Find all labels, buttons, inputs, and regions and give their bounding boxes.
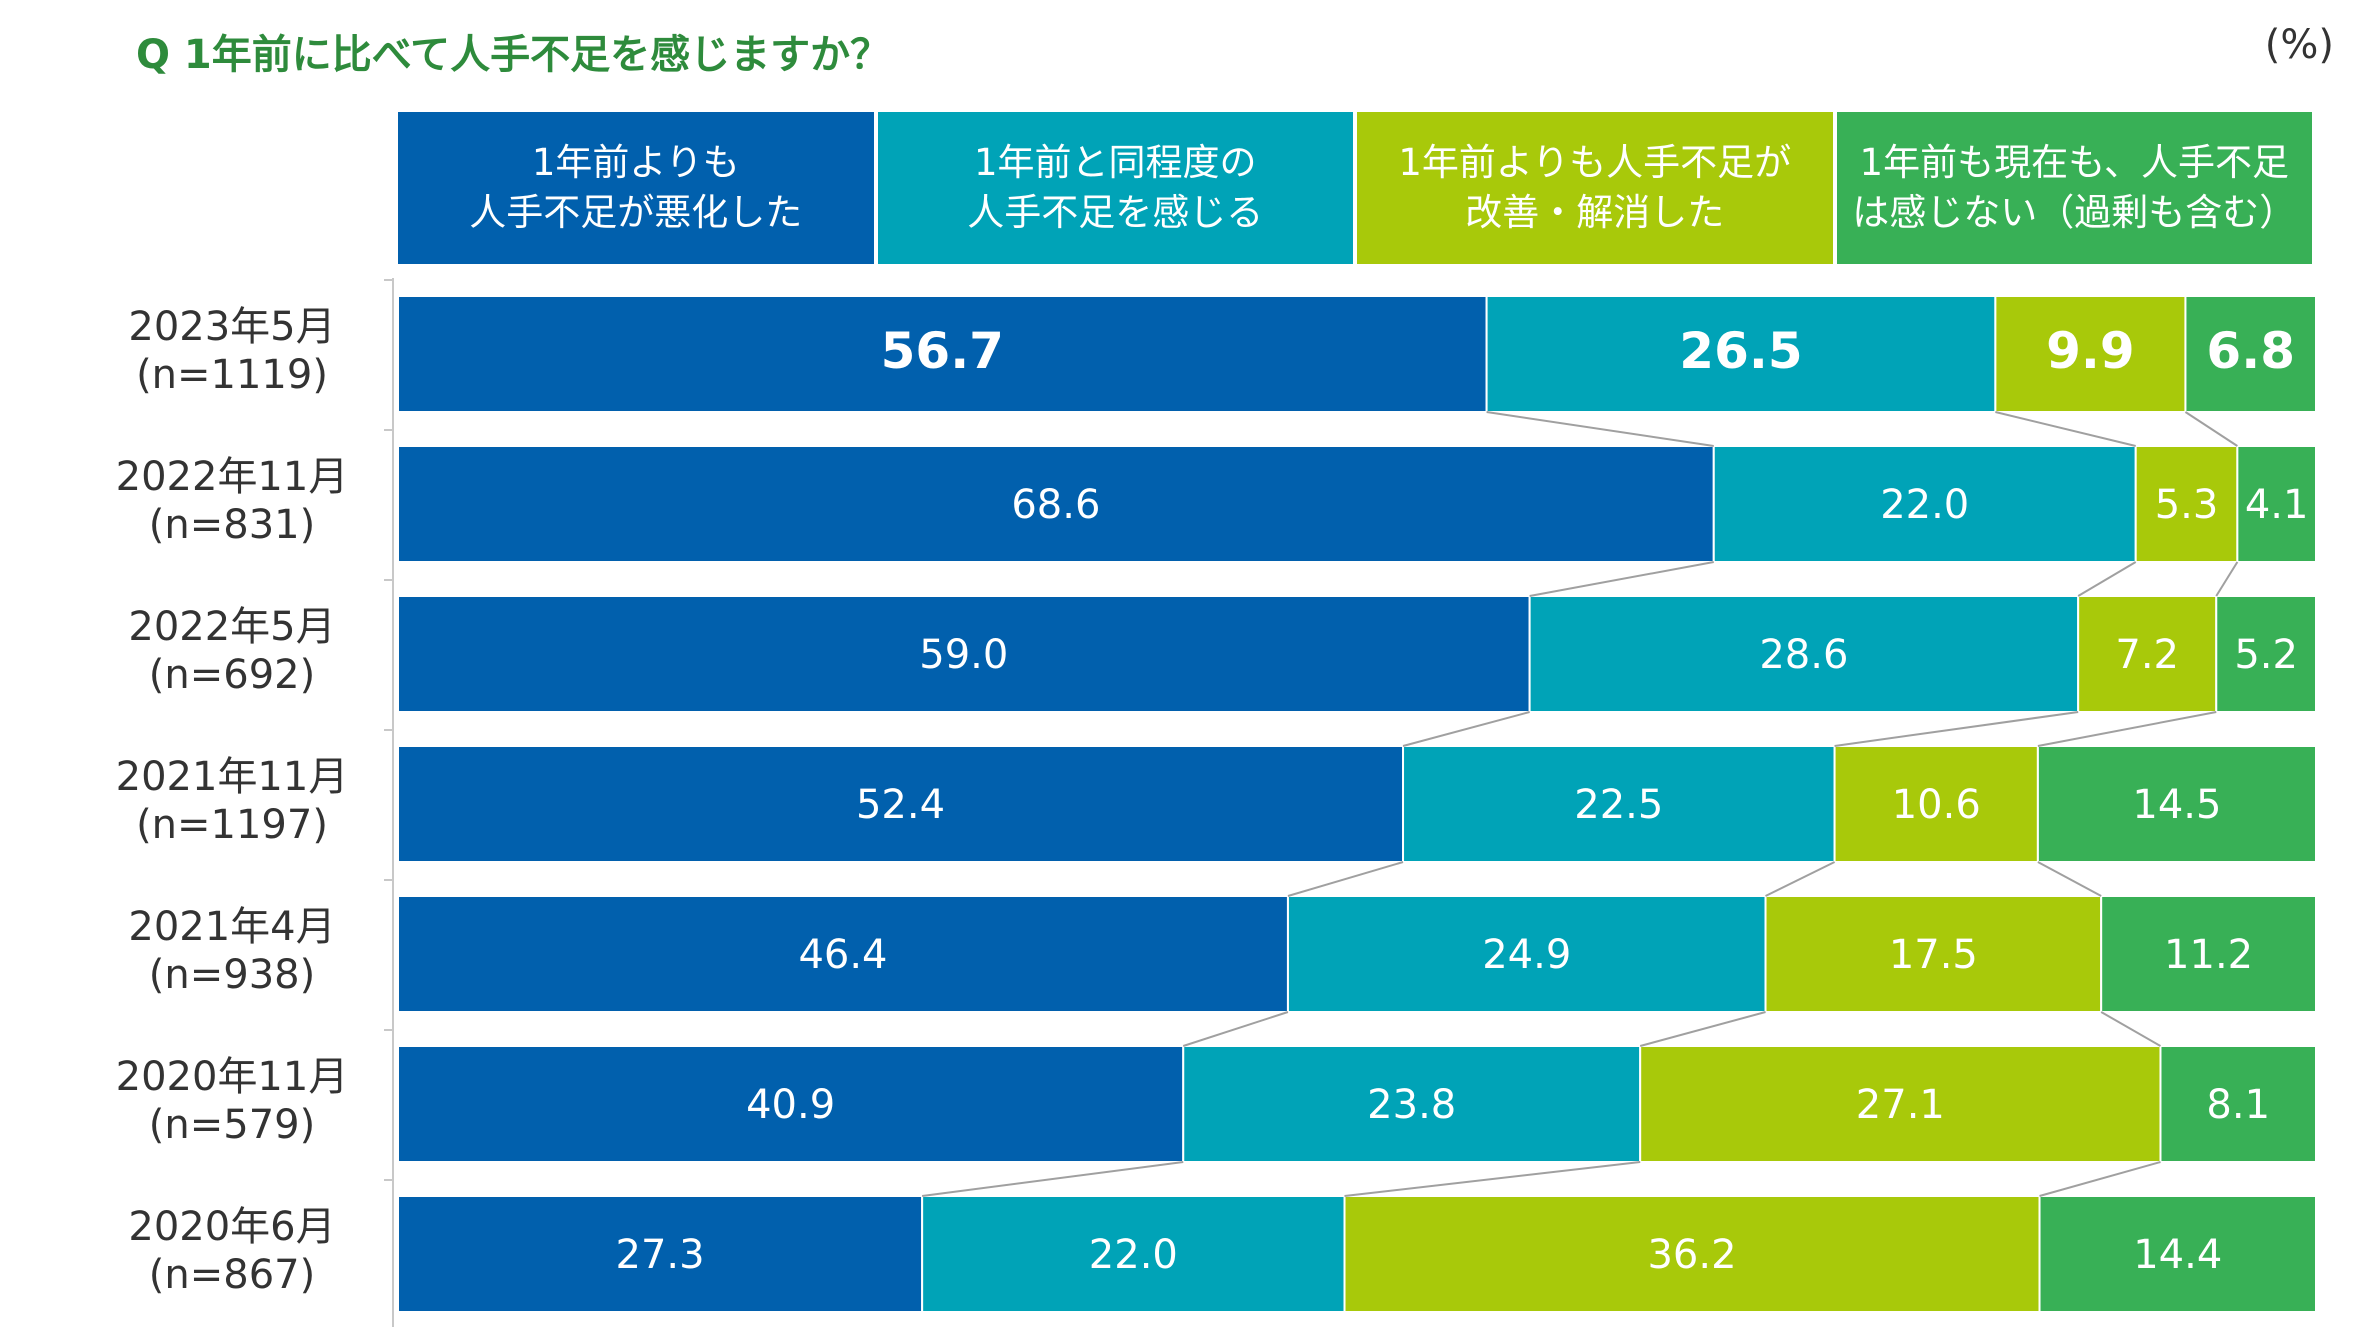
data-label: 68.6	[1011, 482, 1100, 528]
category-sample-size: (n=867)	[149, 1252, 315, 1298]
bar-segment	[397, 745, 1405, 863]
data-label: 40.9	[746, 1082, 835, 1128]
bar-segment	[2134, 445, 2239, 563]
series-connector-line	[2077, 561, 2137, 597]
data-label: 22.0	[1880, 482, 1969, 528]
category-sample-size: (n=692)	[149, 652, 315, 698]
data-label: 7.2	[2115, 632, 2179, 678]
bar-segment	[2184, 295, 2318, 413]
bar-segment	[1343, 1195, 2041, 1313]
data-label: 9.9	[2046, 322, 2135, 380]
category-label: 2022年5月	[128, 604, 335, 650]
bar-segment	[1712, 445, 2137, 563]
data-label: 17.5	[1889, 932, 1978, 978]
category-sample-size: (n=1119)	[136, 352, 328, 398]
data-label: 56.7	[881, 322, 1004, 380]
data-label: 8.1	[2206, 1082, 2270, 1128]
data-label: 11.2	[2164, 932, 2253, 978]
series-connector-line	[2039, 1161, 2161, 1197]
bar-segment	[1639, 1045, 2162, 1163]
series-connector-line	[2037, 711, 2217, 747]
category-label: 2020年11月	[116, 1054, 349, 1100]
category-sample-size: (n=579)	[149, 1102, 315, 1148]
bar-segment	[397, 595, 1531, 713]
category-label: 2022年11月	[116, 454, 349, 500]
category-sample-size: (n=831)	[149, 502, 315, 548]
data-label: 46.4	[798, 932, 887, 978]
data-label: 4.1	[2245, 482, 2309, 528]
bar-segment	[1994, 295, 2187, 413]
bar-segment	[397, 295, 1488, 413]
data-label: 6.8	[2206, 322, 2295, 380]
bar-segment	[2215, 595, 2317, 713]
data-label: 5.2	[2234, 632, 2298, 678]
series-connector-line	[1834, 711, 2079, 747]
bar-segment	[1764, 895, 2103, 1013]
legend-item-improved: 1年前よりも人手不足が 改善・解消した	[1357, 112, 1833, 264]
series-connector-line	[1486, 411, 1714, 447]
bar-segment	[2236, 445, 2318, 563]
bar-segment	[397, 1045, 1185, 1163]
unit-label: (%)	[2264, 22, 2334, 68]
category-sample-size: (n=938)	[149, 952, 315, 998]
legend-item-same: 1年前と同程度の 人手不足を感じる	[877, 112, 1353, 264]
category-sample-size: (n=1197)	[136, 802, 328, 848]
data-label: 5.3	[2155, 482, 2219, 528]
category-label: 2023年5月	[128, 304, 335, 350]
chart-title: Q 1年前に比べて人手不足を感じますか？	[136, 32, 891, 78]
data-label: 23.8	[1367, 1082, 1456, 1128]
series-connector-line	[1402, 711, 1530, 747]
bar-segment	[397, 445, 1715, 563]
series-connector-line	[1182, 1011, 1289, 1047]
bar-segment	[397, 895, 1289, 1013]
data-label: 36.2	[1647, 1232, 1736, 1278]
data-label: 22.0	[1089, 1232, 1178, 1278]
series-connector-line	[1639, 1011, 1766, 1047]
data-label: 28.6	[1759, 632, 1848, 678]
legend-item-no-shortage: 1年前も現在も、人手不足 は感じない（過剰も含む）	[1836, 112, 2312, 264]
data-label: 22.5	[1574, 782, 1663, 828]
data-label: 27.1	[1856, 1082, 1945, 1128]
bar-segment	[1833, 745, 2039, 863]
data-label: 14.4	[2133, 1232, 2222, 1278]
bar-segment	[1485, 295, 1997, 413]
series-connector-line	[2184, 411, 2238, 447]
series-connector-line	[1287, 861, 1404, 897]
bar-segment	[1182, 1045, 1642, 1163]
bar-segment	[2159, 1045, 2318, 1163]
series-connector-line	[1529, 561, 1714, 597]
data-label: 52.4	[856, 782, 945, 828]
series-connector-line	[2037, 861, 2102, 897]
data-label: 24.9	[1482, 932, 1571, 978]
data-label: 10.6	[1892, 782, 1981, 828]
series-connector-line	[922, 1161, 1184, 1197]
data-label: 27.3	[616, 1232, 705, 1278]
category-label: 2020年6月	[128, 1204, 335, 1250]
series-connector-line	[2100, 1011, 2161, 1047]
data-label: 26.5	[1679, 322, 1802, 380]
legend: 1年前よりも 人手不足が悪化した 1年前と同程度の 人手不足を感じる 1年前より…	[398, 112, 2316, 264]
series-connector-line	[2215, 561, 2239, 597]
bar-segment	[2036, 745, 2317, 863]
legend-item-worsened: 1年前よりも 人手不足が悪化した	[398, 112, 874, 264]
category-label: 2021年4月	[128, 904, 335, 950]
bar-segment	[1286, 895, 1767, 1013]
bar-segment	[1402, 745, 1836, 863]
series-connector-line	[1995, 411, 2136, 447]
bar-segment	[921, 1195, 1346, 1313]
bar-segment	[2100, 895, 2318, 1013]
bar-segment	[2038, 1195, 2317, 1313]
series-connector-line	[1344, 1161, 1641, 1197]
category-label: 2021年11月	[116, 754, 349, 800]
series-connector-line	[1765, 861, 1836, 897]
data-label: 14.5	[2132, 782, 2221, 828]
data-label: 59.0	[919, 632, 1008, 678]
